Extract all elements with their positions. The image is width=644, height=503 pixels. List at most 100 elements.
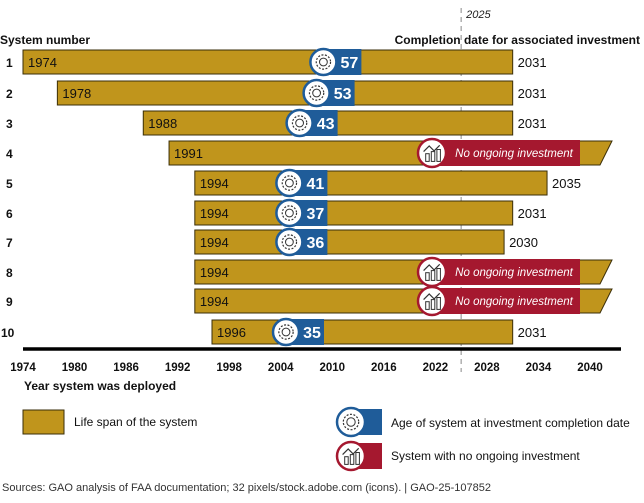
legend-age-label: Age of system at investment completion d… [391, 416, 630, 430]
completion-date: 2031 [518, 116, 547, 131]
age-gear-icon-gear [281, 205, 298, 221]
age-gear-icon-clock [285, 237, 294, 247]
no-investment-chart-icon-bar [425, 272, 430, 281]
legend-gear-icon-gear [342, 413, 360, 431]
completion-date: 2035 [552, 176, 581, 191]
age-value: 57 [341, 55, 359, 72]
legend-chart-icon-bar [349, 454, 355, 465]
system-number: 6 [6, 207, 13, 221]
deployed-year: 1991 [174, 146, 203, 161]
legend-chart-icon [335, 440, 367, 472]
system-number: 9 [6, 295, 13, 309]
deployed-year: 1994 [200, 294, 229, 309]
no-investment-chart-icon-bar [430, 299, 436, 310]
legend-chart-icon-bar [355, 452, 360, 465]
no-investment-chart-icon [416, 137, 448, 169]
deployed-year: 1994 [200, 206, 229, 221]
lifespan-bar [56, 80, 514, 106]
no-investment-chart-icon-bar [430, 151, 436, 162]
x-tick-label: 1992 [165, 362, 191, 374]
x-tick-label: 2004 [268, 362, 294, 374]
no-investment-chart-icon-line [423, 144, 441, 153]
no-investment-badge [432, 140, 580, 166]
age-value: 37 [307, 206, 325, 223]
no-investment-chart-icon-bar [430, 270, 436, 281]
no-investment-chart-icon [416, 256, 448, 288]
age-gear-icon-gear [281, 175, 298, 191]
deployed-year: 1974 [28, 55, 57, 70]
x-tick-label: 2022 [423, 362, 449, 374]
deployed-year: 1988 [148, 116, 177, 131]
completion-date: 2031 [518, 325, 547, 340]
completion-date: 2030 [509, 235, 538, 250]
age-gear-icon-gear [291, 115, 308, 131]
age-gear-icon-clock [312, 88, 322, 98]
deployed-year: 1996 [217, 325, 246, 340]
lifespan-bar [22, 49, 514, 75]
source-note: Sources: GAO analysis of FAA documentati… [2, 482, 491, 494]
age-gear-icon [275, 168, 304, 198]
age-value: 53 [334, 86, 352, 103]
legend-gear-icon [335, 406, 367, 438]
no-investment-label: No ongoing investment [455, 267, 573, 279]
no-investment-badge [432, 288, 580, 314]
legend-chart-icon-line [342, 447, 360, 456]
lifespan-bar [194, 229, 505, 255]
deployed-year: 1994 [200, 265, 229, 280]
no-investment-chart-icon-bar [425, 301, 430, 310]
age-value: 43 [317, 116, 335, 133]
no-investment-label: No ongoing investment [455, 296, 573, 308]
completion-date: 2031 [518, 55, 547, 70]
system-number: 5 [6, 177, 13, 191]
y-header: System number [0, 33, 90, 47]
no-investment-label: No ongoing investment [455, 148, 573, 160]
age-gear-icon-clock [281, 327, 291, 337]
age-gear-icon [309, 47, 338, 77]
deployed-year: 1994 [200, 176, 229, 191]
deployed-year: 1994 [200, 235, 229, 250]
x-tick-label: 1974 [10, 362, 36, 374]
age-value: 36 [307, 235, 325, 252]
system-number: 7 [6, 236, 13, 250]
age-value: 35 [303, 325, 321, 342]
system-number: 3 [6, 117, 13, 131]
legend-lifespan-swatch [22, 409, 65, 435]
x-tick-label: 2040 [577, 362, 603, 374]
x-axis-label: Year system was deployed [24, 379, 176, 393]
age-gear-icon-gear [278, 324, 294, 340]
age-gear-icon-clock [285, 178, 294, 188]
completion-date: 2031 [518, 86, 547, 101]
legend-gear-icon-clock [346, 417, 356, 427]
age-gear-icon-gear [308, 85, 325, 101]
lifespan-bar [194, 170, 548, 196]
age-value: 41 [307, 176, 325, 193]
system-number: 4 [6, 147, 13, 161]
lifespan-bar [194, 200, 514, 226]
age-gear-icon-clock [285, 208, 294, 218]
age-gear-icon [302, 78, 331, 108]
lifespan-bar [211, 319, 514, 345]
no-investment-chart-icon-line [423, 292, 441, 301]
right-header: Completion date for associated investmen… [395, 33, 640, 47]
age-gear-icon-clock [319, 57, 328, 67]
no-investment-chart-icon-line [423, 263, 441, 272]
legend-chart-icon-bar [344, 456, 349, 465]
age-gear-icon-clock [295, 118, 305, 128]
x-tick-label: 2016 [371, 362, 397, 374]
system-number: 8 [6, 266, 13, 280]
no-investment-chart-icon [416, 285, 448, 317]
age-gear-icon-gear [315, 54, 332, 70]
age-gear-icon [275, 198, 304, 228]
system-number: 1 [6, 56, 13, 70]
age-gear-icon [285, 108, 314, 138]
no-investment-chart-icon-bar [425, 153, 430, 162]
no-investment-chart-icon-bar [436, 268, 441, 281]
reference-line-label: 2025 [465, 9, 491, 21]
x-tick-label: 2028 [474, 362, 500, 374]
no-investment-badge [432, 259, 580, 285]
system-number: 2 [6, 87, 13, 101]
x-tick-label: 1980 [62, 362, 88, 374]
age-gear-icon-gear [281, 234, 298, 250]
